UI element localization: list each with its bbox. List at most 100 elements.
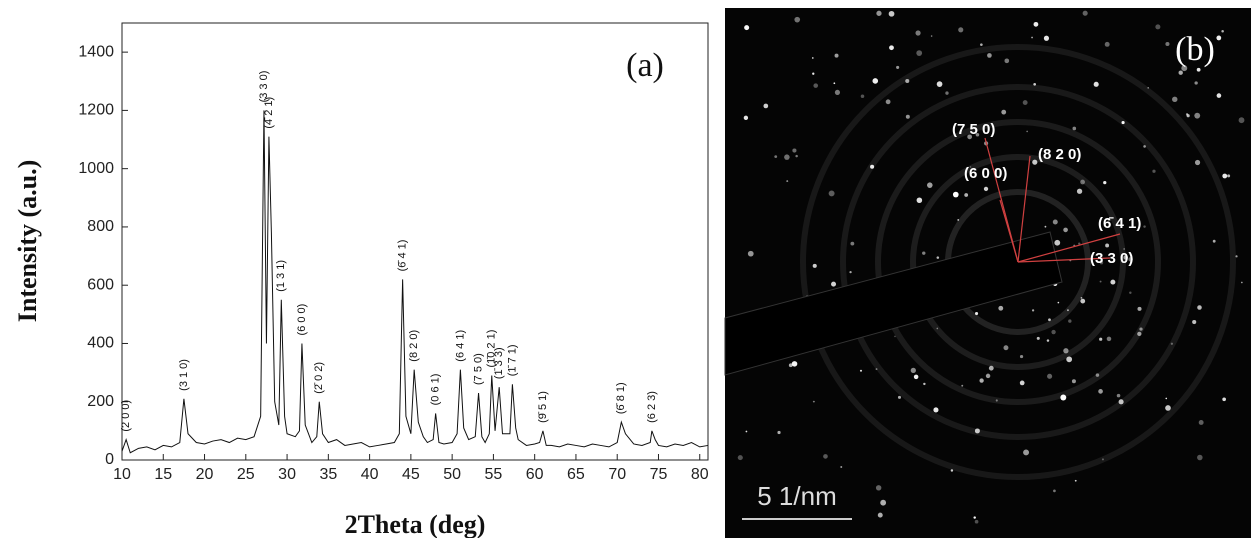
spot xyxy=(1053,490,1056,493)
y-tick-label: 400 xyxy=(87,335,114,352)
spot xyxy=(1147,87,1149,89)
spot xyxy=(1143,225,1145,227)
spot xyxy=(1194,113,1200,119)
spot xyxy=(840,466,842,468)
spot xyxy=(1075,480,1077,482)
spot xyxy=(1152,170,1155,173)
spot xyxy=(880,500,886,506)
spot xyxy=(1094,82,1099,87)
spot xyxy=(973,516,975,518)
spot xyxy=(923,383,925,385)
peak-label: (6̄ 4 1) xyxy=(397,240,409,272)
spot xyxy=(870,165,874,169)
x-tick-label: 30 xyxy=(278,466,296,483)
spot xyxy=(1048,318,1051,321)
peak-label: (6 2 3) xyxy=(646,391,658,423)
spot xyxy=(812,57,814,59)
spot xyxy=(1063,348,1068,353)
spot xyxy=(1121,121,1124,124)
spot xyxy=(1080,180,1085,185)
spot xyxy=(964,193,968,197)
spot xyxy=(1194,81,1197,84)
spot xyxy=(1213,240,1216,243)
spot xyxy=(1063,228,1068,233)
spot xyxy=(1117,394,1121,398)
spot xyxy=(774,155,777,158)
spot xyxy=(1083,11,1088,16)
y-tick-label: 800 xyxy=(87,218,114,235)
spot xyxy=(1023,449,1029,455)
spot xyxy=(794,17,800,23)
spot xyxy=(813,264,817,268)
spot xyxy=(1197,305,1202,310)
spot xyxy=(813,83,818,88)
spot xyxy=(878,513,883,518)
spot xyxy=(1034,22,1039,27)
spot xyxy=(1227,174,1230,177)
spot xyxy=(889,11,895,17)
spot xyxy=(915,30,920,35)
spot xyxy=(1080,299,1085,304)
spot xyxy=(1072,127,1076,131)
spot xyxy=(1221,30,1224,33)
spot xyxy=(1107,337,1112,342)
spot xyxy=(1044,36,1049,41)
spot xyxy=(1026,131,1028,133)
panel-label: (b) xyxy=(1175,31,1215,68)
scale-bar-label: 5 1/nm xyxy=(757,481,837,511)
spot xyxy=(953,192,959,198)
spot xyxy=(1081,297,1083,299)
spot xyxy=(1045,226,1047,228)
spot xyxy=(886,99,891,104)
spot xyxy=(922,251,925,254)
spot xyxy=(961,385,963,387)
spot xyxy=(835,54,839,58)
spot xyxy=(916,50,922,56)
spot xyxy=(876,368,878,370)
spot xyxy=(1077,189,1082,194)
spot xyxy=(957,219,959,221)
spot xyxy=(1199,420,1204,425)
spot xyxy=(980,43,983,46)
spot xyxy=(1235,255,1237,257)
ring-label: (3 3 0) xyxy=(1090,250,1133,267)
spot xyxy=(1072,379,1076,383)
spot xyxy=(898,396,901,399)
y-tick-label: 1000 xyxy=(78,160,114,177)
peak-label: (1̄ 3 3) xyxy=(493,347,505,379)
spot xyxy=(927,182,933,188)
x-tick-label: 25 xyxy=(237,466,255,483)
spot xyxy=(1047,339,1049,341)
spot xyxy=(1217,93,1222,98)
peak-label: (9̄ 5 1) xyxy=(537,391,549,423)
x-axis-label: 2Theta (deg) xyxy=(345,510,486,538)
spot xyxy=(933,407,938,412)
spot xyxy=(917,197,923,203)
figure: (7 5 0) (8 2 0) (6 0 0) (6̄ 4 1) (3 3 0)… xyxy=(0,0,1251,538)
spot xyxy=(1165,405,1171,411)
spot xyxy=(975,428,980,433)
spot xyxy=(1003,345,1008,350)
x-tick-label: 65 xyxy=(567,466,585,483)
peak-label: (6 0 0) xyxy=(296,304,308,336)
spot xyxy=(1197,455,1203,461)
spot xyxy=(1165,398,1167,400)
peak-label: (6̄ 8 1) xyxy=(615,382,627,414)
page: {"chart_data": {"type": "line", "panel_l… xyxy=(0,0,1251,538)
spot xyxy=(975,312,978,315)
spot xyxy=(795,155,797,157)
spot xyxy=(986,374,991,379)
spot xyxy=(860,370,862,372)
spot xyxy=(1186,113,1188,115)
spot xyxy=(951,469,953,471)
spot xyxy=(812,73,814,75)
spot xyxy=(989,366,994,371)
spot xyxy=(1098,389,1103,394)
spot xyxy=(984,187,988,191)
spot xyxy=(937,256,940,259)
spot xyxy=(1100,281,1102,283)
peak-label: (1̄ 7 1) xyxy=(506,344,518,376)
spot xyxy=(823,454,828,459)
spot xyxy=(896,66,899,69)
spot xyxy=(894,336,896,338)
